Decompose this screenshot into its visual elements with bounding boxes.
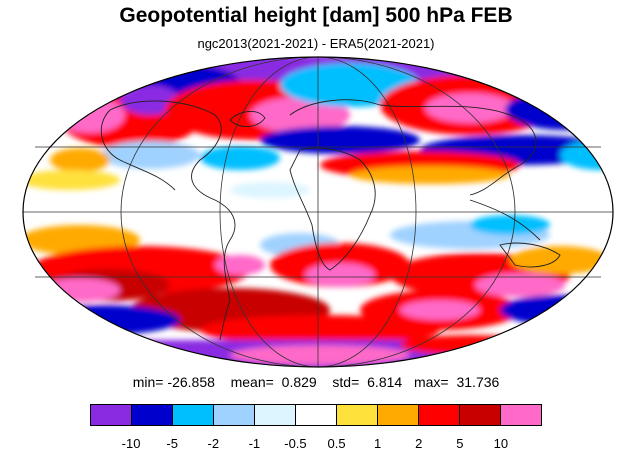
min-value: -26.858 [167, 374, 215, 390]
colorbar-swatch [214, 405, 255, 425]
colorbar-swatch [132, 405, 173, 425]
colorbar-tick-label: 1 [374, 436, 382, 451]
colorbar [90, 404, 542, 426]
std-value: 6.814 [367, 374, 403, 390]
colorbar-tick-label: -2 [207, 436, 220, 451]
colorbar-swatch [419, 405, 460, 425]
statistics-line: min= -26.858 mean= 0.829 std= 6.814 max= … [0, 374, 632, 390]
colorbar-swatch [337, 405, 378, 425]
map-border [22, 56, 614, 368]
max-label: max= [413, 374, 449, 390]
colorbar-swatch [255, 405, 296, 425]
max-value: 31.736 [456, 374, 500, 390]
colorbar-tick-label: -5 [166, 436, 178, 451]
colorbar-tick-label: -10 [121, 436, 141, 451]
plot-title: Geopotential height [dam] 500 hPa FEB [119, 4, 513, 27]
colorbar-swatch [460, 405, 501, 425]
colorbar-tick-label: 10 [493, 436, 509, 451]
colorbar-tick-label: -1 [248, 436, 261, 451]
anomaly-field [23, 57, 613, 367]
colorbar-swatch [378, 405, 419, 425]
min-label: min= [132, 374, 164, 390]
colorbar-swatch [501, 405, 541, 425]
colorbar-swatch [296, 405, 337, 425]
mean-value: 0.829 [281, 374, 317, 390]
mean-label: mean= [230, 374, 274, 390]
coastlines [100, 99, 561, 341]
mollweide-anomaly-map [22, 56, 614, 368]
colorbar-swatch [91, 405, 132, 425]
plot-subtitle: ngc2013(2021-2021) - ERA5(2021-2021) [197, 36, 435, 51]
colorbar-tick-label: 2 [415, 436, 423, 451]
colorbar-tick-label: 5 [456, 436, 464, 451]
std-label: std= [332, 374, 360, 390]
colorbar-tick-label: 0.5 [327, 436, 346, 451]
colorbar-tick-label: -0.5 [284, 436, 307, 451]
colorbar-swatch [173, 405, 214, 425]
